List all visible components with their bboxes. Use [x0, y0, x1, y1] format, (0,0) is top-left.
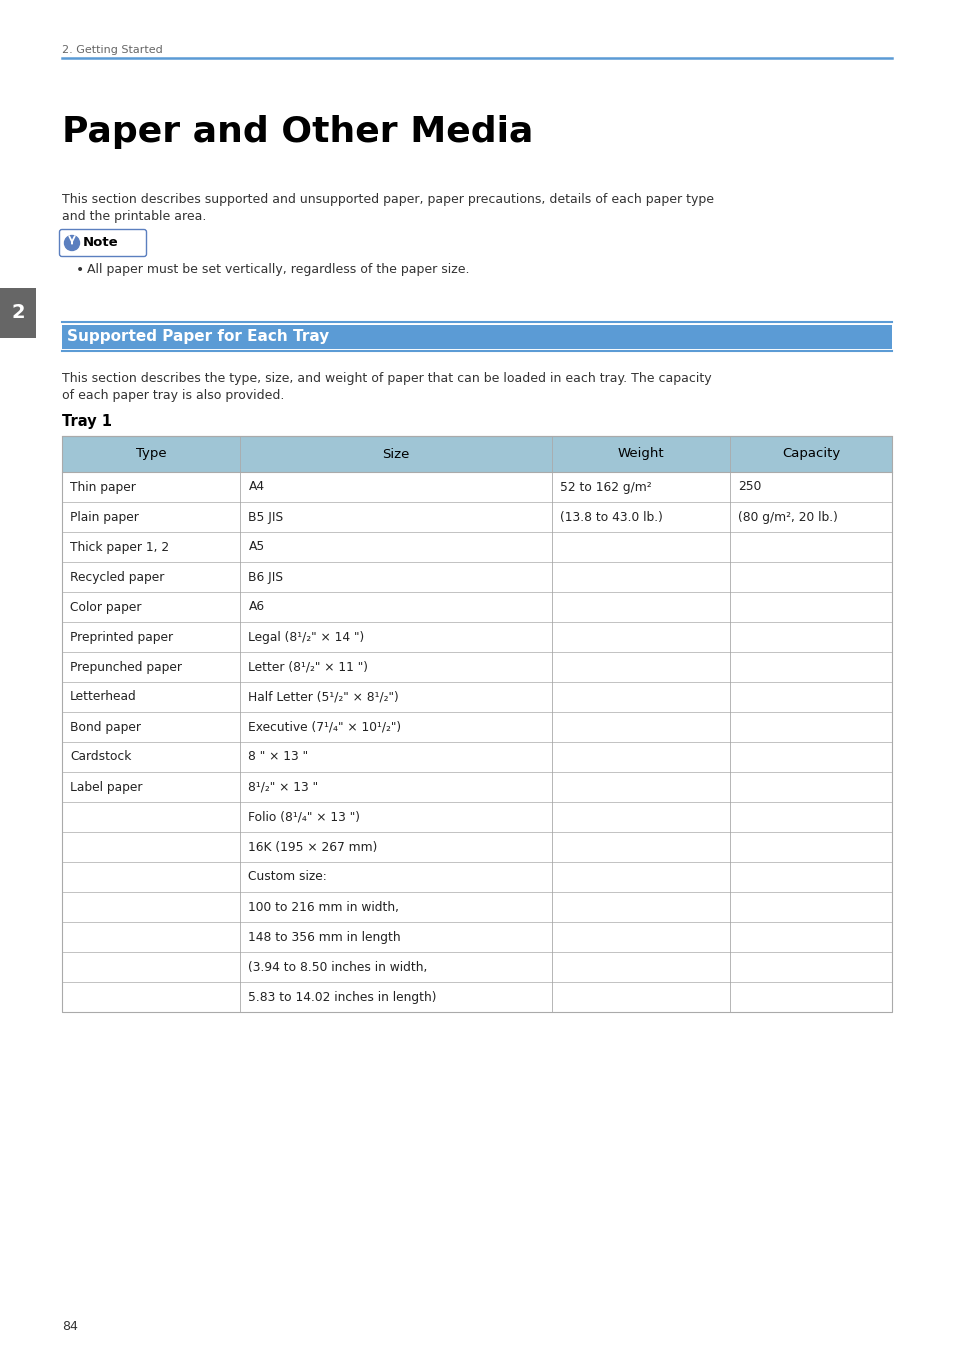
Text: Prepunched paper: Prepunched paper: [70, 661, 182, 673]
Text: 250: 250: [738, 481, 760, 493]
Text: Letter (8¹/₂" × 11 "): Letter (8¹/₂" × 11 "): [248, 661, 368, 673]
Text: Note: Note: [83, 237, 118, 249]
Text: Legal (8¹/₂" × 14 "): Legal (8¹/₂" × 14 "): [248, 631, 364, 643]
Text: Half Letter (5¹/₂" × 8¹/₂"): Half Letter (5¹/₂" × 8¹/₂"): [248, 691, 398, 704]
Text: 84: 84: [62, 1320, 78, 1332]
Bar: [62, 436, 891, 473]
Text: 5.83 to 14.02 inches in length): 5.83 to 14.02 inches in length): [248, 991, 436, 1003]
Text: Label paper: Label paper: [70, 780, 142, 793]
Text: •: •: [76, 263, 84, 278]
Text: 16K (195 × 267 mm): 16K (195 × 267 mm): [248, 841, 377, 853]
Bar: [62, 325, 891, 349]
Text: Preprinted paper: Preprinted paper: [70, 631, 172, 643]
Text: B5 JIS: B5 JIS: [248, 510, 283, 524]
Text: This section describes the type, size, and weight of paper that can be loaded in: This section describes the type, size, a…: [62, 372, 711, 385]
Bar: [62, 436, 891, 1011]
Text: Paper and Other Media: Paper and Other Media: [62, 115, 533, 149]
Text: Capacity: Capacity: [781, 448, 840, 460]
Text: 52 to 162 g/m²: 52 to 162 g/m²: [559, 481, 651, 493]
Text: This section describes supported and unsupported paper, paper precautions, detai: This section describes supported and uns…: [62, 194, 713, 206]
Text: of each paper tray is also provided.: of each paper tray is also provided.: [62, 389, 284, 402]
Text: Executive (7¹/₄" × 10¹/₂"): Executive (7¹/₄" × 10¹/₂"): [248, 720, 401, 734]
Text: Letterhead: Letterhead: [70, 691, 136, 704]
Text: A5: A5: [248, 540, 264, 554]
Text: Custom size:: Custom size:: [248, 871, 327, 884]
Bar: [0, 288, 36, 338]
Text: A6: A6: [248, 601, 264, 613]
Text: (3.94 to 8.50 inches in width,: (3.94 to 8.50 inches in width,: [248, 960, 427, 974]
FancyBboxPatch shape: [59, 229, 147, 256]
Text: Color paper: Color paper: [70, 601, 141, 613]
Text: Recycled paper: Recycled paper: [70, 570, 164, 584]
Text: Folio (8¹/₄" × 13 "): Folio (8¹/₄" × 13 "): [248, 811, 360, 823]
Text: (13.8 to 43.0 lb.): (13.8 to 43.0 lb.): [559, 510, 662, 524]
Text: Size: Size: [382, 448, 410, 460]
Text: 2: 2: [11, 303, 25, 322]
Circle shape: [65, 236, 79, 250]
Text: Thin paper: Thin paper: [70, 481, 135, 493]
Text: (80 g/m², 20 lb.): (80 g/m², 20 lb.): [738, 510, 837, 524]
Text: Weight: Weight: [617, 448, 663, 460]
Text: Tray 1: Tray 1: [62, 414, 112, 429]
Text: 8 " × 13 ": 8 " × 13 ": [248, 750, 308, 764]
Text: 2. Getting Started: 2. Getting Started: [62, 45, 163, 56]
Text: 8¹/₂" × 13 ": 8¹/₂" × 13 ": [248, 780, 318, 793]
Text: 100 to 216 mm in width,: 100 to 216 mm in width,: [248, 900, 399, 914]
Text: B6 JIS: B6 JIS: [248, 570, 283, 584]
Text: Plain paper: Plain paper: [70, 510, 139, 524]
Text: Thick paper 1, 2: Thick paper 1, 2: [70, 540, 169, 554]
Text: Supported Paper for Each Tray: Supported Paper for Each Tray: [67, 329, 329, 344]
Text: A4: A4: [248, 481, 264, 493]
Text: Bond paper: Bond paper: [70, 720, 141, 734]
Text: Type: Type: [135, 448, 167, 460]
Text: 148 to 356 mm in length: 148 to 356 mm in length: [248, 930, 400, 944]
Text: All paper must be set vertically, regardless of the paper size.: All paper must be set vertically, regard…: [87, 263, 469, 276]
Text: Cardstock: Cardstock: [70, 750, 132, 764]
Text: and the printable area.: and the printable area.: [62, 210, 206, 223]
